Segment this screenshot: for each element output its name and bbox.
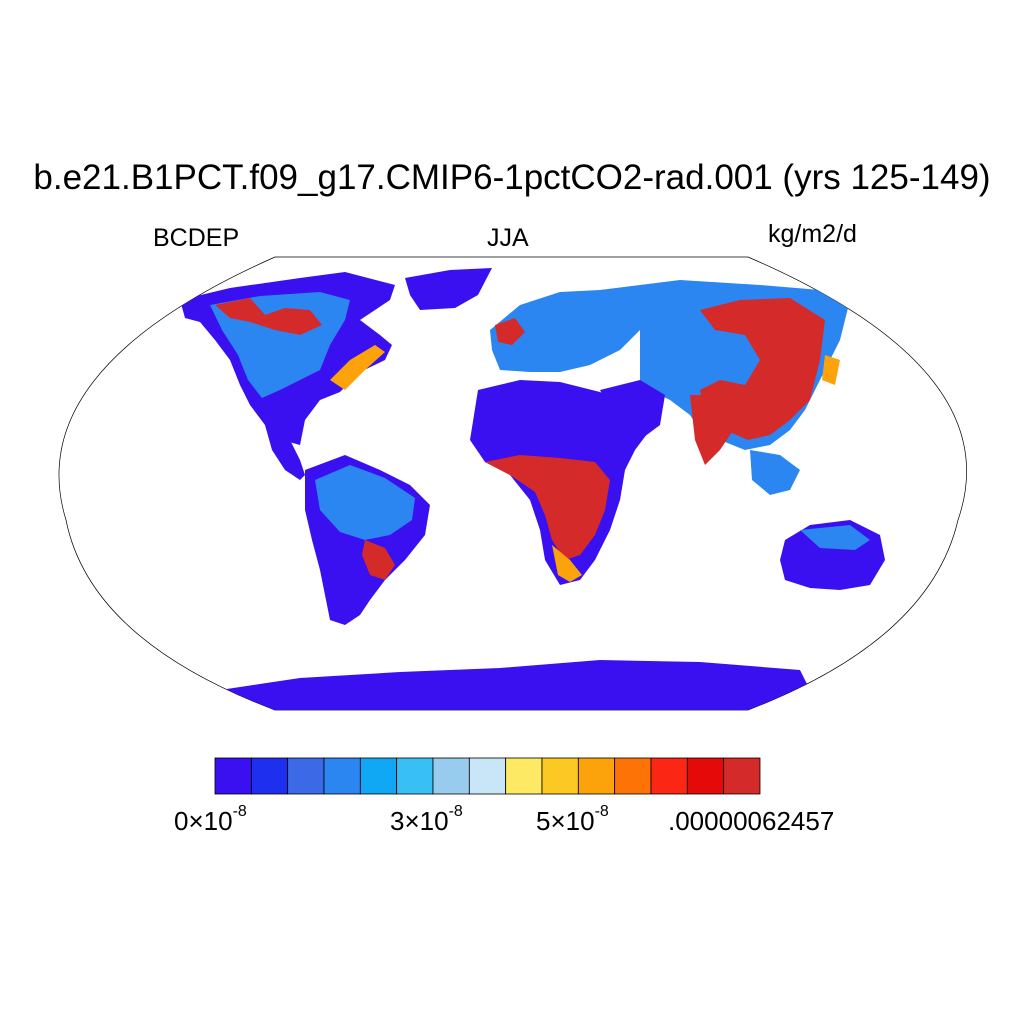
south-america-mid — [315, 465, 415, 540]
colorbar-swatch — [287, 757, 325, 795]
africa-high — [485, 455, 610, 560]
colorbar-swatch — [614, 757, 652, 795]
variable-label: BCDEP — [153, 224, 240, 252]
india — [690, 395, 740, 465]
greenland — [405, 268, 492, 310]
north-america-east — [330, 345, 385, 390]
middle-east — [600, 380, 665, 440]
units-label: kg/m2/d — [768, 220, 857, 248]
southeast-asia — [750, 450, 800, 495]
colorbar-swatch — [541, 757, 579, 795]
colorbar-swatch — [359, 757, 398, 795]
colorbar-swatch — [432, 757, 470, 795]
colorbar-swatch — [577, 757, 616, 795]
antarctica — [220, 660, 820, 710]
asia-high — [700, 298, 825, 440]
colorbar-swatch — [468, 757, 507, 795]
south-america-high — [362, 540, 395, 580]
colorbar-swatch — [250, 757, 289, 795]
plot-title: b.e21.B1PCT.f09_g17.CMIP6-1pctCO2-rad.00… — [33, 158, 991, 197]
colorbar-tick-label: 0×10-8 — [174, 803, 247, 836]
colorbar-tick-label: 5×10-8 — [536, 803, 609, 836]
colorbar-tick-label: 3×10-8 — [390, 803, 463, 836]
north-america-high — [215, 298, 322, 335]
land-masses — [180, 268, 885, 710]
colorbar-swatch — [214, 757, 252, 795]
europe-high — [495, 318, 525, 345]
colorbar-tick-label: .00000062457 — [668, 806, 835, 836]
australia-mid — [800, 525, 870, 550]
central-america — [265, 425, 305, 480]
season-label: JJA — [487, 224, 529, 252]
colorbar-swatch — [323, 757, 361, 795]
colorbar-swatch — [723, 757, 761, 795]
africa-south — [552, 545, 582, 582]
japan — [822, 355, 840, 385]
colorbar-swatch — [396, 757, 434, 795]
colorbar-swatch — [505, 757, 543, 795]
europe — [490, 288, 640, 372]
colorbar-swatch — [650, 757, 688, 795]
colorbar-swatch — [686, 757, 725, 795]
